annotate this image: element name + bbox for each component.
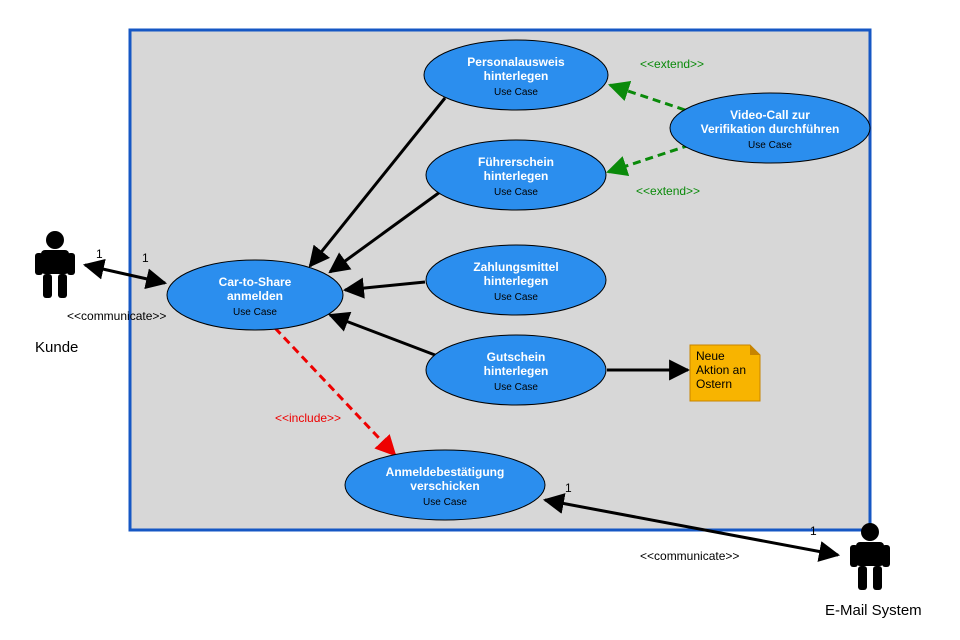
uc-video: Video-Call zur Verifikation durchführen … bbox=[670, 93, 870, 163]
uc-gutschein: Gutschein hinterlegen Use Case bbox=[426, 335, 606, 405]
label-comm-kunde: <<communicate>> bbox=[67, 309, 166, 323]
uc-car: Car-to-Share anmelden Use Case bbox=[167, 260, 343, 330]
sticky-note: Neue Aktion an Ostern bbox=[690, 345, 760, 401]
label-comm-email: <<communicate>> bbox=[640, 549, 739, 563]
uc-anmelde: Anmeldebestätigung verschicken Use Case bbox=[345, 450, 545, 520]
actor-kunde-label: Kunde bbox=[35, 339, 78, 356]
actor-kunde-icon bbox=[35, 231, 75, 298]
svg-text:hinterlegen: hinterlegen bbox=[484, 69, 549, 83]
svg-text:Aktion an: Aktion an bbox=[696, 363, 746, 377]
svg-text:Use Case: Use Case bbox=[494, 187, 538, 198]
svg-text:Zahlungsmittel: Zahlungsmittel bbox=[473, 260, 558, 274]
svg-text:anmelden: anmelden bbox=[227, 289, 283, 303]
svg-text:hinterlegen: hinterlegen bbox=[484, 169, 549, 183]
svg-text:Use Case: Use Case bbox=[494, 382, 538, 393]
svg-text:Video-Call zur: Video-Call zur bbox=[730, 108, 810, 122]
svg-text:Anmeldebestätigung: Anmeldebestätigung bbox=[386, 465, 505, 479]
mult-email-2: 1 bbox=[810, 524, 817, 538]
mult-email-1: 1 bbox=[565, 481, 572, 495]
svg-text:Use Case: Use Case bbox=[494, 292, 538, 303]
svg-text:Gutschein: Gutschein bbox=[487, 350, 546, 364]
label-extend-2: <<extend>> bbox=[636, 184, 700, 198]
svg-text:Use Case: Use Case bbox=[423, 497, 467, 508]
svg-text:Personalausweis: Personalausweis bbox=[467, 55, 565, 69]
svg-text:Neue: Neue bbox=[696, 349, 725, 363]
svg-text:Use Case: Use Case bbox=[494, 87, 538, 98]
uc-perso: Personalausweis hinterlegen Use Case bbox=[424, 40, 608, 110]
mult-kunde-1: 1 bbox=[96, 247, 103, 261]
svg-text:Car-to-Share: Car-to-Share bbox=[219, 275, 292, 289]
actor-email-icon bbox=[850, 523, 890, 590]
mult-kunde-2: 1 bbox=[142, 251, 149, 265]
svg-text:Führerschein: Führerschein bbox=[478, 155, 554, 169]
label-extend-1: <<extend>> bbox=[640, 57, 704, 71]
svg-text:verschicken: verschicken bbox=[410, 479, 479, 493]
uc-zahl: Zahlungsmittel hinterlegen Use Case bbox=[426, 245, 606, 315]
actor-email-label: E-Mail System bbox=[825, 602, 922, 619]
svg-text:hinterlegen: hinterlegen bbox=[484, 364, 549, 378]
svg-text:Use Case: Use Case bbox=[233, 307, 277, 318]
svg-text:Verifikation durchführen: Verifikation durchführen bbox=[701, 122, 840, 136]
svg-text:hinterlegen: hinterlegen bbox=[484, 274, 549, 288]
svg-text:Use Case: Use Case bbox=[748, 140, 792, 151]
label-include: <<include>> bbox=[275, 411, 341, 425]
uc-fuehrer: Führerschein hinterlegen Use Case bbox=[426, 140, 606, 210]
svg-text:Ostern: Ostern bbox=[696, 377, 732, 391]
